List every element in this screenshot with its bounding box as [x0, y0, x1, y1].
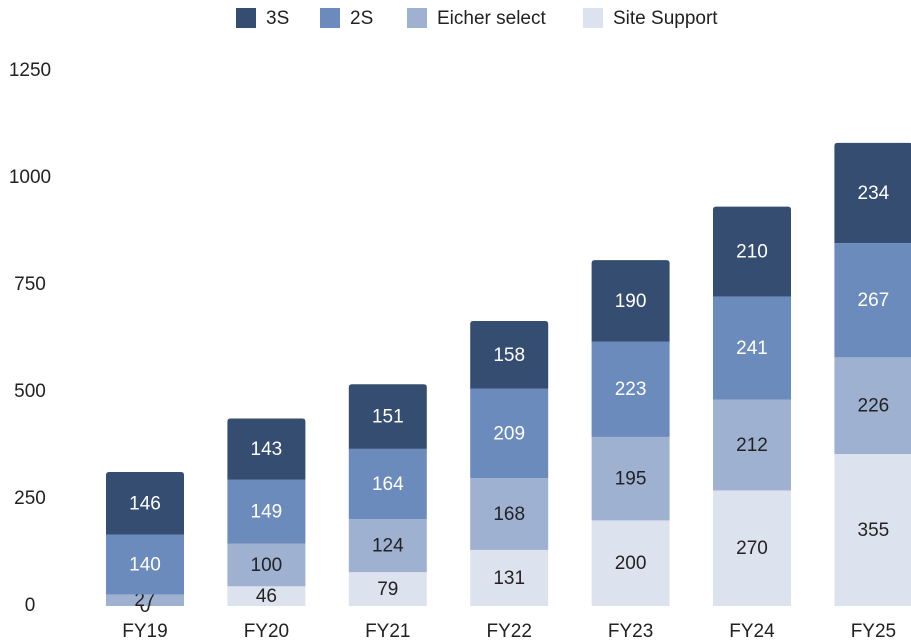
data-label: 124	[372, 536, 404, 557]
x-tick-label: FY22	[486, 621, 531, 642]
x-tick-label: FY24	[729, 621, 775, 642]
bar-segment	[348, 519, 427, 573]
legend-swatch	[320, 8, 340, 28]
y-tick-label: 750	[14, 274, 46, 295]
legend-swatch	[407, 8, 427, 28]
legend-swatch	[583, 8, 603, 28]
bar-segment	[348, 448, 427, 520]
data-label: 100	[251, 555, 283, 576]
bar-segment	[470, 478, 549, 550]
legend-label: 2S	[350, 8, 373, 29]
data-label: 190	[615, 291, 647, 312]
x-tick-label: FY23	[608, 621, 653, 642]
bar-segment	[227, 586, 306, 606]
data-label: 0	[140, 596, 151, 617]
data-label: 149	[251, 502, 283, 523]
bar-segment	[713, 296, 791, 400]
bar-segment	[713, 399, 791, 491]
data-label: 146	[129, 493, 161, 514]
data-label: 27	[134, 590, 155, 611]
data-label: 168	[493, 504, 525, 525]
bar-segment	[834, 454, 911, 606]
data-label: 195	[615, 469, 647, 490]
legend-label: Eicher select	[437, 8, 546, 29]
data-label: 210	[736, 242, 768, 263]
bar-segment	[713, 206, 791, 297]
data-label: 143	[251, 439, 283, 460]
bar-segment	[591, 436, 670, 521]
data-label: 209	[493, 423, 525, 444]
y-tick-label: 0	[25, 595, 36, 616]
data-label: 164	[372, 474, 404, 495]
y-tick-label: 1250	[9, 60, 51, 81]
bar-segment	[591, 520, 670, 606]
bar-segment	[106, 594, 184, 606]
legend-label: Site Support	[613, 8, 718, 29]
y-tick-label: 250	[14, 488, 46, 509]
bar-segment	[713, 490, 791, 606]
data-label: 270	[736, 538, 768, 559]
bar-segment	[470, 388, 549, 479]
x-tick-label: FY20	[244, 621, 289, 642]
data-label: 140	[129, 554, 161, 575]
data-label: 46	[256, 586, 277, 607]
bar-segment	[106, 534, 184, 595]
bar-segment	[348, 384, 427, 449]
data-label: 226	[858, 396, 890, 417]
bar-segment	[227, 479, 306, 544]
bar-segment	[834, 142, 911, 244]
data-label: 241	[736, 338, 768, 359]
data-label: 79	[377, 579, 398, 600]
bar-segment	[470, 320, 549, 389]
bar-segment	[227, 418, 306, 480]
y-tick-label: 1000	[9, 167, 51, 188]
legend-swatch	[236, 8, 256, 28]
data-label: 200	[615, 553, 647, 574]
data-label: 223	[615, 379, 647, 400]
bar-segment	[470, 549, 549, 606]
bar-segment	[348, 572, 427, 606]
x-tick-label: FY19	[122, 621, 167, 642]
bar-segment	[591, 341, 670, 437]
x-tick-label: FY21	[365, 621, 410, 642]
bar-segment	[591, 260, 670, 342]
data-label: 158	[493, 345, 525, 366]
bar-segment	[834, 243, 911, 358]
y-tick-label: 500	[14, 381, 46, 402]
data-label: 131	[493, 568, 525, 589]
x-tick-label: FY25	[851, 621, 896, 642]
legend-label: 3S	[266, 8, 289, 29]
bar-segment	[106, 472, 184, 535]
data-label: 212	[736, 435, 768, 456]
data-label: 151	[372, 407, 404, 428]
data-label: 267	[858, 290, 890, 311]
data-label: 234	[858, 183, 890, 204]
bar-segment	[227, 543, 306, 587]
data-label: 355	[858, 520, 890, 541]
bar-segment	[834, 357, 911, 455]
